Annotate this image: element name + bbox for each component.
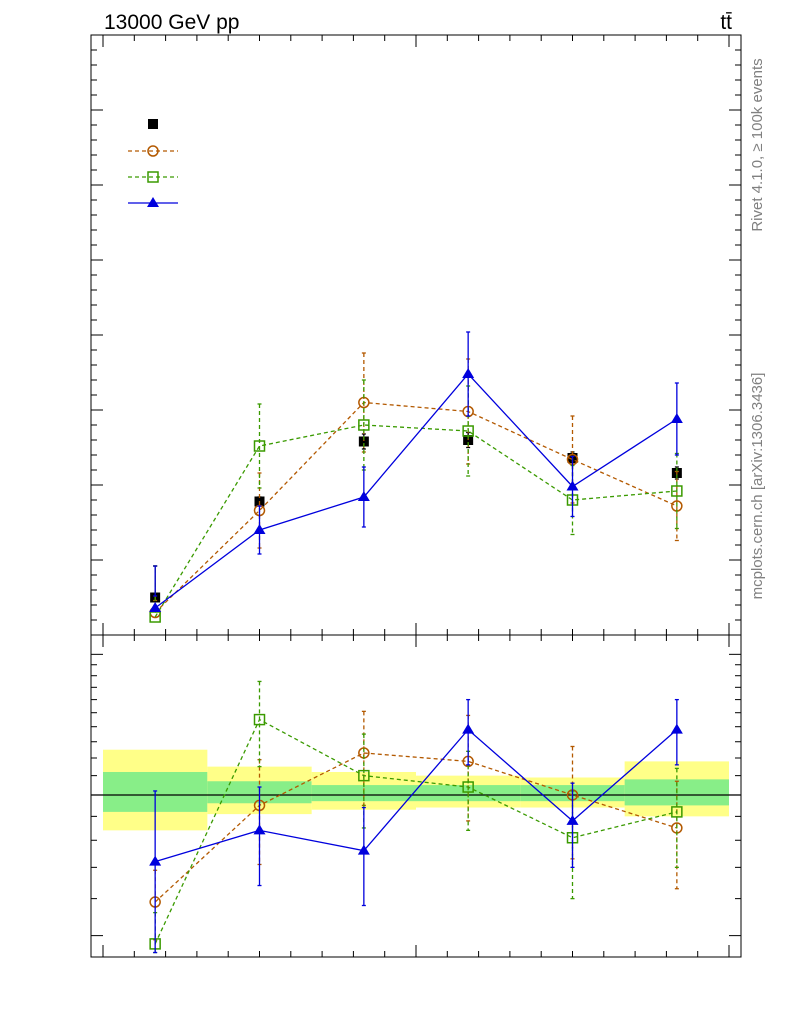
legend-marker [147,171,159,183]
mcplots-info: mcplots.cern.ch [arXiv:1306.3436] [749,373,766,600]
legend-marker [147,197,159,207]
data-point [462,723,475,734]
data-point [671,806,683,818]
data-point [149,855,162,866]
data-point [253,713,266,726]
series-line [154,728,678,863]
ratio-panel [90,634,742,958]
data-point [358,436,369,447]
series-line [154,752,678,903]
header-channel: tt̄ [720,11,732,34]
series-2 [149,698,683,954]
series-2 [149,379,683,623]
series-0 [150,431,682,603]
data-point [462,368,475,378]
data-point [670,413,683,423]
data-point [462,781,474,793]
data-point [357,844,370,855]
series-line [154,424,677,618]
data-point [670,723,683,734]
data-point [149,602,162,612]
data-point [358,769,370,782]
data-point [566,814,579,825]
data-point [253,524,266,534]
series-0 [149,710,683,941]
series-line [154,401,678,613]
data-point [253,824,266,835]
series-1 [149,352,683,619]
data-point [253,440,266,452]
data-point [358,419,370,431]
data-point [357,491,370,501]
data-point [671,485,683,497]
series-3 [149,331,683,612]
main-frame [90,34,742,636]
series-1 [149,680,683,954]
series-line [154,718,678,945]
header-process: 13000 GeV pp [104,11,239,34]
legend-marker [147,145,159,157]
data-point [462,425,474,437]
main-panel [90,34,742,636]
rivet-info: Rivet 4.1.0, ≥ 100k events [749,58,766,231]
legend-marker [148,119,158,129]
data-point [566,480,579,491]
series-line [154,373,678,609]
